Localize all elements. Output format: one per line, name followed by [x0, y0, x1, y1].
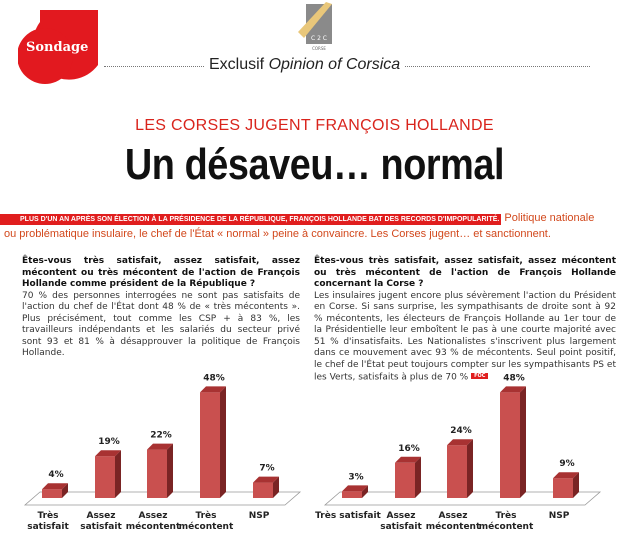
lead-banner: PLUS D'UN AN APRÈS SON ÉLECTION À LA PRÉ…: [0, 214, 502, 225]
bar-side: [62, 483, 68, 498]
category-label: Très satisfait: [315, 510, 381, 521]
bar-0: [342, 485, 368, 498]
kicker: Exclusif Opinion of Corsica: [205, 56, 405, 74]
category-label: satisfait: [380, 522, 422, 532]
kicker-brand: Opinion of Corsica: [268, 56, 401, 73]
chart-corse: 3%Très satisfait16%Assezsatisfait24%Asse…: [315, 373, 602, 532]
category-label: Assez: [386, 511, 415, 521]
category-label: Très: [37, 510, 58, 521]
bar-2: [447, 439, 473, 498]
bar-side: [520, 386, 526, 498]
c2c-corse-logo: C 2 C CORSE: [298, 2, 332, 51]
category-label: mécontent: [126, 521, 181, 532]
bar-4: [253, 476, 279, 498]
value-label: 24%: [450, 426, 472, 436]
bar-top: [42, 483, 68, 490]
lead-text: Politique nationale ou problématique ins…: [4, 212, 595, 240]
category-label: NSP: [249, 511, 270, 521]
bar-0: [42, 483, 68, 498]
article-lead: PLUS D'UN AN APRÈS SON ÉLECTION À LA PRÉ…: [0, 211, 604, 241]
right-question: Êtes-vous très satisfait, assez satisfai…: [314, 256, 616, 289]
bar-1: [395, 456, 421, 498]
category-label: mécontent: [179, 521, 234, 532]
bar-front: [395, 462, 415, 498]
value-label: 48%: [503, 373, 525, 383]
left-question: Êtes-vous très satisfait, assez satisfai…: [22, 256, 300, 289]
bar-top: [553, 472, 579, 479]
category-label: satisfait: [27, 522, 69, 532]
signature-badge: FOC: [471, 373, 489, 379]
chart-president: 4%Trèssatisfait19%Assezsatisfait22%Assez…: [23, 373, 302, 532]
bar-front: [147, 449, 167, 498]
bar-top: [500, 386, 526, 393]
bar-2: [147, 443, 173, 498]
category-label: Assez: [438, 511, 467, 521]
bar-front: [95, 456, 115, 498]
bar-side: [115, 450, 121, 498]
value-label: 3%: [348, 472, 363, 482]
category-label: Très: [195, 510, 216, 521]
value-label: 4%: [48, 470, 63, 480]
svg-text:CORSE: CORSE: [312, 46, 326, 51]
right-body: Les insulaires jugent encore plus sévère…: [314, 290, 616, 383]
bar-3: [200, 386, 226, 498]
article-title: Un désaveu… normal: [124, 140, 505, 189]
bar-side: [415, 456, 421, 498]
category-label: mécontent: [479, 521, 534, 532]
bar-top: [200, 386, 226, 393]
category-label: Assez: [86, 511, 115, 521]
value-label: 9%: [559, 459, 574, 469]
bar-front: [200, 392, 220, 498]
kicker-prefix: Exclusif: [209, 56, 265, 73]
bar-3: [500, 386, 526, 498]
value-label: 19%: [98, 437, 120, 447]
left-column: Êtes-vous très satisfait, assez satisfai…: [22, 256, 300, 360]
bar-top: [147, 443, 173, 450]
bar-side: [220, 386, 226, 498]
bar-front: [447, 445, 467, 498]
category-label: NSP: [549, 511, 570, 521]
bar-front: [500, 392, 520, 498]
article-subtitle: LES CORSES JUGENT FRANÇOIS HOLLANDE: [135, 117, 494, 134]
bar-top: [447, 439, 473, 446]
category-label: Très: [495, 510, 516, 521]
bar-top: [395, 456, 421, 463]
bar-top: [95, 450, 121, 457]
category-label: Assez: [138, 511, 167, 521]
right-column: Êtes-vous très satisfait, assez satisfai…: [314, 256, 616, 384]
bar-side: [467, 439, 473, 498]
value-label: 7%: [259, 464, 274, 474]
category-label: mécontent: [426, 521, 481, 532]
section-badge-shape: [18, 10, 98, 84]
bar-front: [342, 491, 362, 498]
value-label: 16%: [398, 444, 420, 454]
svg-text:C 2 C: C 2 C: [311, 35, 327, 42]
bar-4: [553, 472, 579, 498]
bar-side: [273, 476, 279, 498]
section-badge: Sondage: [26, 40, 89, 55]
bar-side: [573, 472, 579, 498]
bar-front: [253, 482, 273, 498]
category-label: satisfait: [80, 522, 122, 532]
bar-1: [95, 450, 121, 498]
value-label: 48%: [203, 373, 225, 383]
value-label: 22%: [150, 431, 172, 441]
bar-front: [42, 489, 62, 498]
left-body: 70 % des personnes interrogées ne sont p…: [22, 290, 300, 359]
bar-side: [167, 443, 173, 498]
bar-front: [553, 478, 573, 498]
bar-side: [362, 485, 368, 498]
bar-top: [253, 476, 279, 483]
bar-top: [342, 485, 368, 492]
